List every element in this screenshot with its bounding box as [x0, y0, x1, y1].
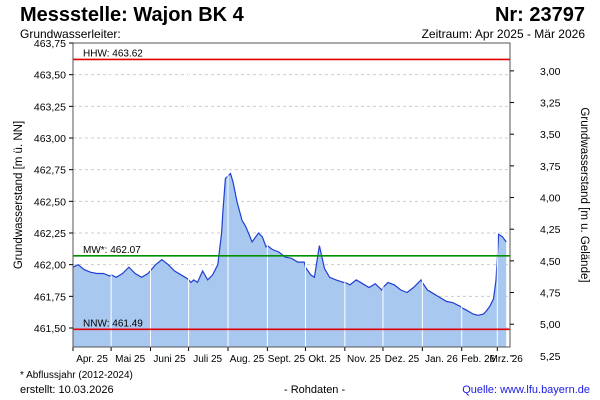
- station-title: Messstelle: Wajon BK 4: [20, 4, 244, 26]
- groundwater-area: [73, 173, 507, 347]
- y-left-tick-label: 463,75: [34, 38, 66, 50]
- groundwater-line: [72, 172, 507, 316]
- y-right-tick-label: 5,00: [540, 319, 561, 331]
- y-right-tick-label: 3,25: [540, 98, 561, 110]
- y-left-tick-label: 462,25: [34, 228, 66, 240]
- aquifer-label: Grundwasserleiter:: [20, 27, 121, 41]
- y-left-tick-label: 462,50: [34, 196, 66, 208]
- footnote: * Abflussjahr (2012-2024): [20, 370, 133, 381]
- x-tick-label: Dez. 25: [385, 354, 420, 365]
- y-left-tick-label: 463,00: [34, 133, 66, 145]
- y-axis-right-title: Grundwasserstand [m u. Gelände]: [578, 107, 590, 282]
- station-number: Nr: 23797: [494, 4, 585, 26]
- y-right-tick-label: 5,25: [540, 351, 561, 363]
- x-tick-label: Juni 25: [153, 354, 186, 365]
- x-tick-label: Juli 25: [193, 354, 222, 365]
- y-left-tick-label: 463,25: [34, 101, 66, 113]
- ref-label-mw: MW*: 462.07: [83, 245, 141, 256]
- y-right-tick-label: 3,00: [540, 66, 561, 78]
- y-right-tick-label: 3,50: [540, 129, 561, 141]
- plot-frame: [72, 42, 511, 348]
- y-axis-left-title: Grundwasserstand [m ü. NN]: [13, 121, 25, 269]
- y-left-tick-label: 461,50: [34, 323, 66, 335]
- x-tick-label: Apr. 25: [76, 354, 108, 365]
- rawdata-label: - Rohdaten -: [284, 384, 346, 396]
- y-left-tick-label: 462,75: [34, 165, 66, 177]
- x-tick-label: Feb. 26: [461, 354, 495, 365]
- x-tick-label: Okt. 25: [308, 354, 341, 365]
- x-tick-label: Mai 25: [115, 354, 145, 365]
- ref-label-nnw: NNW: 461.49: [83, 318, 143, 329]
- x-tick-label: Aug. 25: [230, 354, 265, 365]
- source-link[interactable]: Quelle: www.lfu.bayern.de: [462, 384, 590, 396]
- y-right-tick-label: 4,75: [540, 288, 561, 300]
- x-tick-label: Nov. 25: [347, 354, 381, 365]
- ref-label-hhw: HHW: 463.62: [83, 48, 143, 59]
- x-tick-label: Mrz. 26: [490, 354, 524, 365]
- y-right-tick-label: 4,00: [540, 193, 561, 205]
- period-label: Zeitraum: Apr 2025 - Mär 2026: [421, 27, 585, 41]
- y-left-tick-label: 463,50: [34, 70, 66, 82]
- x-tick-label: Jan. 26: [425, 354, 458, 365]
- y-right-tick-label: 4,50: [540, 256, 561, 268]
- y-right-tick-label: 4,25: [540, 224, 561, 236]
- created-date: erstellt: 10.03.2026: [20, 384, 114, 396]
- x-tick-label: Sept. 25: [268, 354, 306, 365]
- y-left-tick-label: 462,00: [34, 260, 66, 272]
- y-left-tick-label: 461,75: [34, 291, 66, 303]
- y-right-tick-label: 3,75: [540, 161, 561, 173]
